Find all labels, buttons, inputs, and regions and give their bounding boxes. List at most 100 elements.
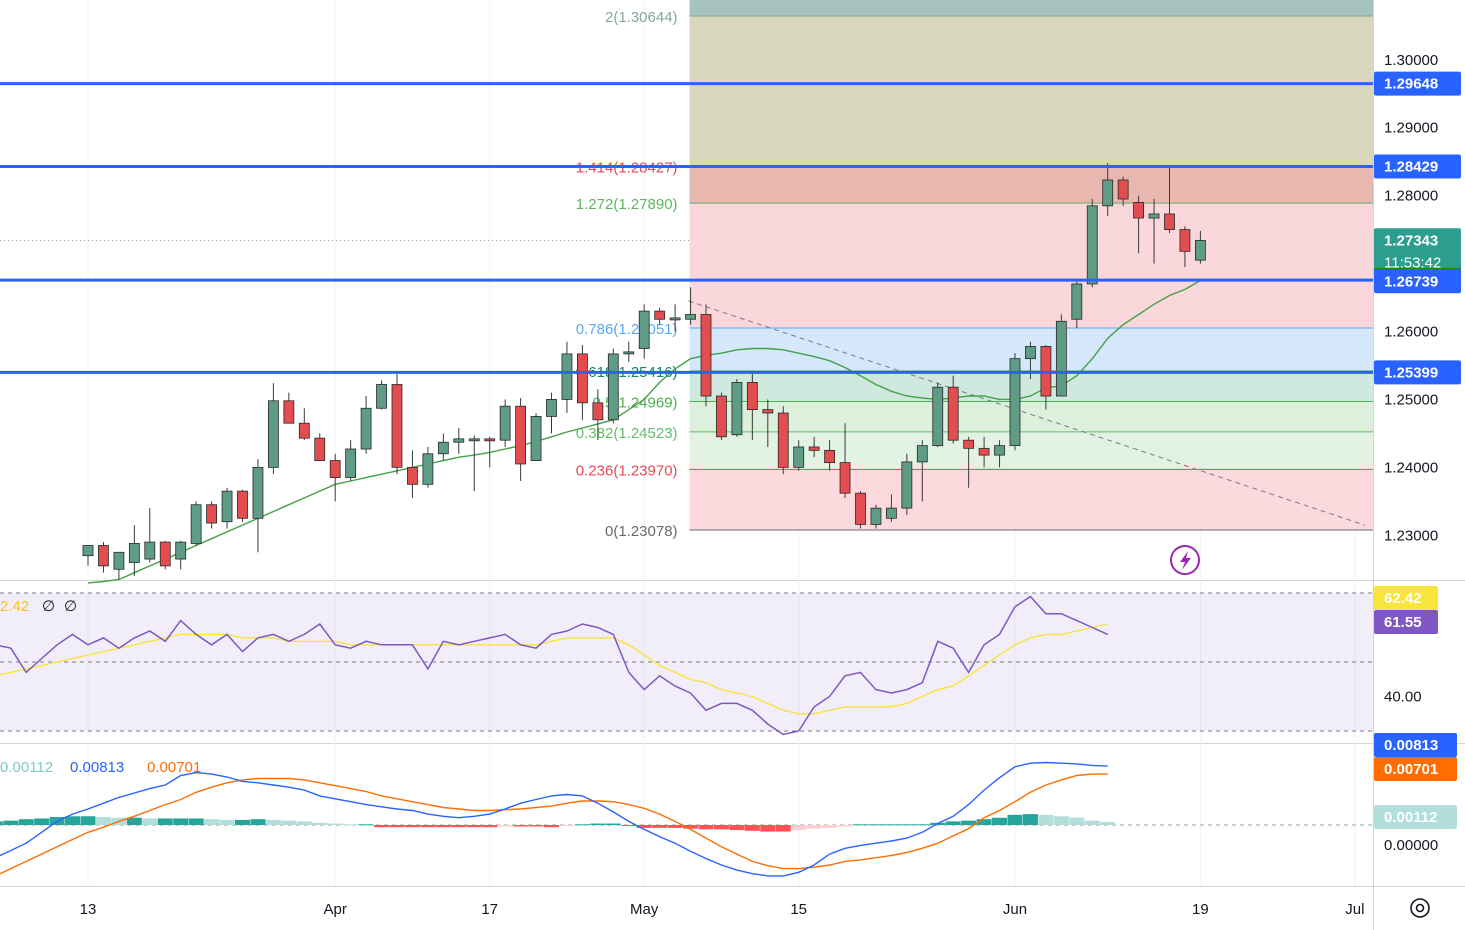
macd-histogram-bar [590,823,606,825]
candle [376,380,387,410]
lightning-icon-bolt [1180,551,1191,570]
price-tag [1374,228,1461,275]
candle-body [407,466,418,485]
candle-body [283,400,295,424]
macd-histogram-bar [528,825,544,827]
candle [515,398,526,481]
time-tick-label: 15 [790,901,807,918]
macd-histogram-bar [204,819,220,825]
price-tag [1374,360,1461,385]
macd-histogram-bar [466,825,482,828]
fib-level-label: 0(1.23078) [605,523,678,540]
candle [932,382,944,447]
macd-tag [1374,757,1457,781]
fib-level-label: 2(1.30644) [605,9,678,26]
fib-level-label: 1.272(1.27890) [576,196,678,213]
macd-histogram-bar [327,823,343,825]
macd-histogram-bar [868,824,884,826]
candle [453,427,465,454]
time-tick-label: 17 [481,901,498,918]
candle [82,545,94,566]
candle [762,399,774,447]
candle-body [839,462,851,494]
candle-body [1195,240,1206,261]
candle-body [144,541,156,560]
candle-body [947,386,959,441]
candle-body [159,541,171,567]
fib-level-label: 0.382(1.24523) [576,425,678,442]
gear-icon[interactable] [1410,898,1430,918]
candle [1179,226,1191,267]
macd-histogram-bar [312,822,328,825]
macd-histogram-bar [0,821,3,825]
horizontal-levels[interactable] [0,82,1373,374]
candle-body [530,416,542,461]
candle [298,408,310,441]
macd-histogram-bar [992,817,1008,825]
macd-histogram-bar [791,825,807,831]
candle [855,491,866,529]
macd-histogram-bar [698,825,714,830]
candle-body [468,438,480,442]
macd-histogram-bar [126,817,142,825]
candle [808,436,820,458]
candle-body [1148,213,1160,219]
fib-extension-tool[interactable]: 2(1.30644) 1.414(1.28427) 1.272(1.27890) 0.… [576,0,1373,540]
candle [499,399,511,447]
trend-line[interactable] [688,300,1366,526]
macd-histogram-bar [343,824,359,826]
candle-body [700,314,712,397]
macd-histogram-bar [482,825,498,828]
candle [98,542,109,573]
candle [623,341,635,363]
time-axis[interactable]: 13 Apr 17 May 15 Jun 19 Jul [80,901,1365,918]
candle [1086,199,1098,288]
macd-histogram-bar [760,825,776,832]
macd-histogram-bar [1100,822,1116,825]
candle-body [978,447,990,456]
candle [1102,163,1114,217]
price-tag-label: 1.25399 [1384,364,1438,381]
macd-signal-line [0,773,1108,875]
candle-body [360,407,372,450]
macd-histogram-bar [95,817,111,825]
price-tag [1374,269,1461,294]
candle [329,453,341,502]
candle-body [1164,213,1175,230]
macd-histogram-bar [1022,814,1038,825]
rsi-tag [1374,586,1438,610]
candle-body [221,490,233,523]
price-tag [1374,154,1461,179]
macd-tag-label: 0.00701 [1384,761,1438,778]
price-tick-label: 1.25000 [1384,391,1438,408]
rsi-tag [1374,610,1438,634]
candle [468,435,480,492]
macd-histogram-bar [296,821,312,825]
macd-tag-label: 0.00112 [1384,809,1437,826]
candle-body [345,448,357,478]
candle [391,373,403,475]
candle-body [870,507,882,525]
candle-body [1179,229,1191,252]
candle-body [901,461,913,509]
fib-zone [689,401,1373,432]
candle-body [716,395,727,438]
candle-body [515,405,526,465]
candle [530,413,542,461]
icons[interactable] [1170,545,1430,918]
rsi-tag-label: 61.55 [1384,614,1422,631]
macd-histogram-bar [837,825,853,827]
candle [870,504,882,529]
macd-histogram-bar [621,825,637,826]
macd-histogram-bar [544,825,559,828]
macd-histogram-bar [404,825,420,828]
rsi-band [0,593,1373,731]
price-axis[interactable]: 1.30000 1.29000 1.28000 1.26000 1.25000 1.240… [1374,52,1461,854]
candle [159,540,171,570]
lightning-icon[interactable] [1170,545,1200,575]
candle-body [1086,205,1098,285]
candle [1071,278,1083,329]
dashed-trend-line[interactable] [688,300,1366,526]
candle-body [1133,202,1144,219]
